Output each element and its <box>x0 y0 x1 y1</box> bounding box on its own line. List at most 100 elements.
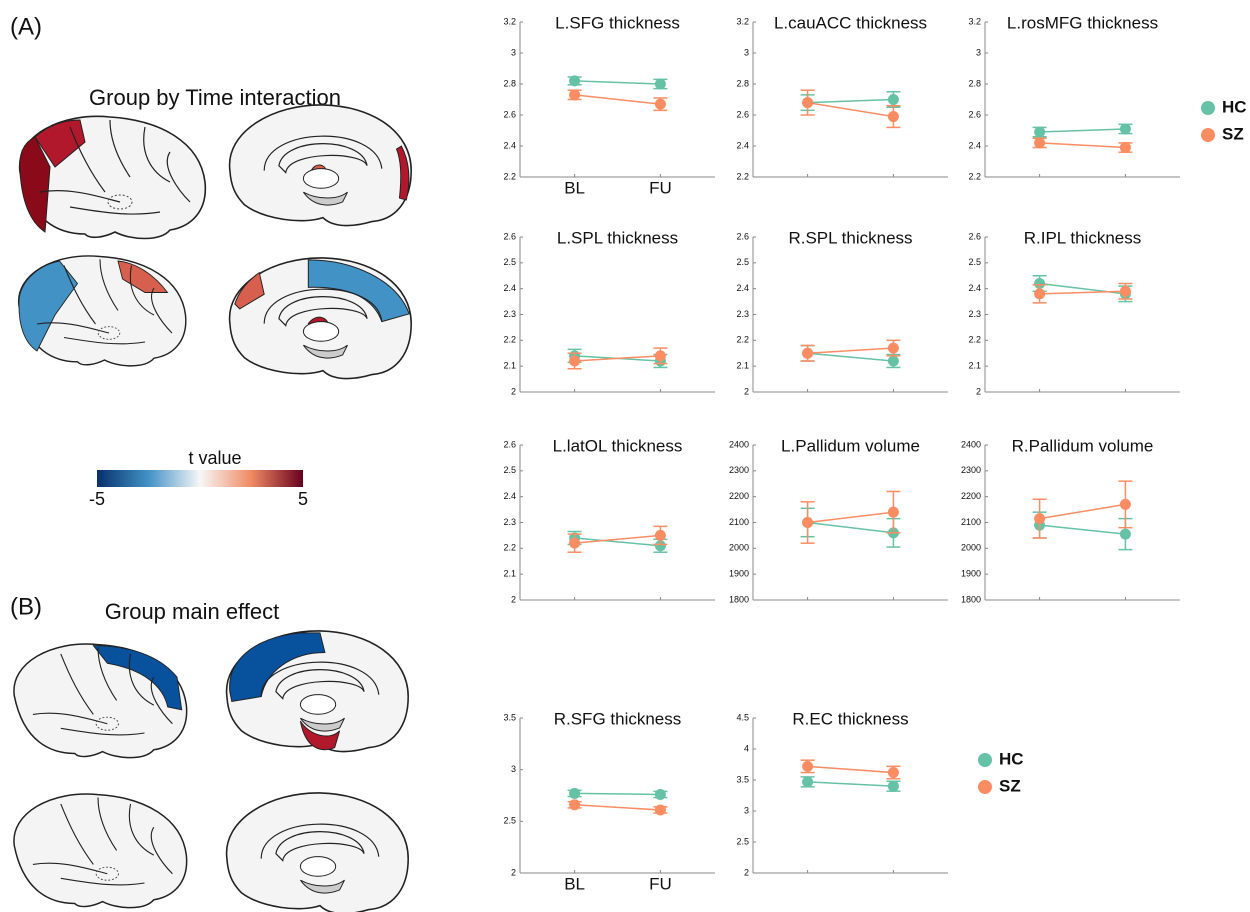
point <box>802 348 813 359</box>
y-tick-label: 2.2 <box>968 335 981 345</box>
series-line <box>1040 504 1126 518</box>
y-tick-label: 2.5 <box>736 257 749 267</box>
y-tick-label: 2400 <box>961 439 981 449</box>
panel-label: (A) <box>10 13 42 40</box>
panel-title: Group main effect <box>105 599 279 624</box>
point <box>569 89 580 100</box>
point <box>888 94 899 105</box>
legend-label: SZ <box>999 776 1021 795</box>
y-tick-label: 2 <box>511 867 516 877</box>
colorbar-label: t value <box>188 448 241 468</box>
y-tick-label: 2 <box>976 386 981 396</box>
point <box>888 507 899 518</box>
series-line <box>808 100 894 103</box>
point <box>655 789 666 800</box>
y-tick-label: 2.8 <box>736 78 749 88</box>
point <box>569 788 580 799</box>
legend-marker <box>1201 128 1215 142</box>
colorbar <box>97 470 303 487</box>
y-tick-label: 2000 <box>961 543 981 553</box>
thalamus <box>300 695 335 715</box>
y-tick-label: 2.3 <box>503 517 516 527</box>
point <box>1120 499 1131 510</box>
chart-title: R.EC thickness <box>792 709 908 728</box>
series-line <box>575 95 661 104</box>
series-line <box>575 793 661 794</box>
point <box>569 75 580 86</box>
y-tick-label: 3.5 <box>503 712 516 722</box>
y-tick-label: 2000 <box>729 543 749 553</box>
panel-label: (B) <box>10 593 42 620</box>
series-line <box>808 512 894 522</box>
y-tick-label: 2.4 <box>968 283 981 293</box>
y-tick-label: 2.5 <box>503 465 516 475</box>
point <box>1034 137 1045 148</box>
y-tick-label: 2 <box>511 594 516 604</box>
point <box>802 761 813 772</box>
y-tick-label: 2.4 <box>503 491 516 501</box>
y-tick-label: 2100 <box>729 517 749 527</box>
chart-title: L.Pallidum volume <box>781 436 920 455</box>
point <box>1034 127 1045 138</box>
y-tick-label: 2.1 <box>736 361 749 371</box>
series-line <box>1040 143 1126 148</box>
y-tick-label: 2.5 <box>503 816 516 826</box>
legend-label: SZ <box>1222 124 1244 143</box>
y-tick-label: 2.1 <box>968 361 981 371</box>
y-tick-label: 2 <box>744 867 749 877</box>
y-tick-label: 2.5 <box>736 836 749 846</box>
y-tick-label: 2.4 <box>503 140 516 150</box>
y-tick-label: 2.2 <box>736 335 749 345</box>
y-tick-label: 2.4 <box>968 140 981 150</box>
y-tick-label: 3 <box>511 764 516 774</box>
y-tick-label: 2.5 <box>968 257 981 267</box>
point <box>1120 529 1131 540</box>
y-tick-label: 2.6 <box>503 109 516 119</box>
y-tick-label: 2200 <box>729 491 749 501</box>
brain-outline <box>14 644 187 758</box>
y-tick-label: 2.1 <box>503 361 516 371</box>
point <box>888 767 899 778</box>
chart-title: L.SFG thickness <box>555 13 680 32</box>
y-tick-label: 2.4 <box>736 283 749 293</box>
y-tick-label: 3.2 <box>503 16 516 26</box>
x-tick-label: FU <box>649 874 672 893</box>
series-line <box>808 103 894 117</box>
y-tick-label: 1900 <box>729 569 749 579</box>
point <box>569 356 580 367</box>
colorbar-tick-label: 5 <box>298 489 308 509</box>
y-tick-label: 3 <box>744 805 749 815</box>
point <box>888 343 899 354</box>
y-tick-label: 2400 <box>729 439 749 449</box>
point <box>1034 288 1045 299</box>
y-tick-label: 3.2 <box>736 16 749 26</box>
y-tick-label: 2.2 <box>503 335 516 345</box>
point <box>655 79 666 90</box>
point <box>1120 142 1131 153</box>
y-tick-label: 2200 <box>961 491 981 501</box>
brain-lateral <box>14 794 187 908</box>
point <box>1120 286 1131 297</box>
y-tick-label: 2.6 <box>503 439 516 449</box>
y-tick-label: 2.4 <box>736 140 749 150</box>
y-tick-label: 3 <box>976 47 981 57</box>
brain-lateral <box>14 644 187 758</box>
y-tick-label: 3.2 <box>968 16 981 26</box>
point <box>1120 123 1131 134</box>
y-tick-label: 2.8 <box>503 78 516 88</box>
point <box>802 517 813 528</box>
y-tick-label: 2.3 <box>503 309 516 319</box>
y-tick-label: 1900 <box>961 569 981 579</box>
y-tick-label: 2.2 <box>503 171 516 181</box>
x-tick-label: BL <box>564 874 585 893</box>
y-tick-label: 2.3 <box>736 309 749 319</box>
point <box>802 97 813 108</box>
y-tick-label: 1800 <box>961 594 981 604</box>
chart-title: R.IPL thickness <box>1024 228 1141 247</box>
brain-lateral <box>20 116 206 238</box>
point <box>569 799 580 810</box>
series-line <box>575 805 661 810</box>
x-tick-label: FU <box>649 178 672 197</box>
y-tick-label: 4.5 <box>736 712 749 722</box>
y-tick-label: 2100 <box>961 517 981 527</box>
